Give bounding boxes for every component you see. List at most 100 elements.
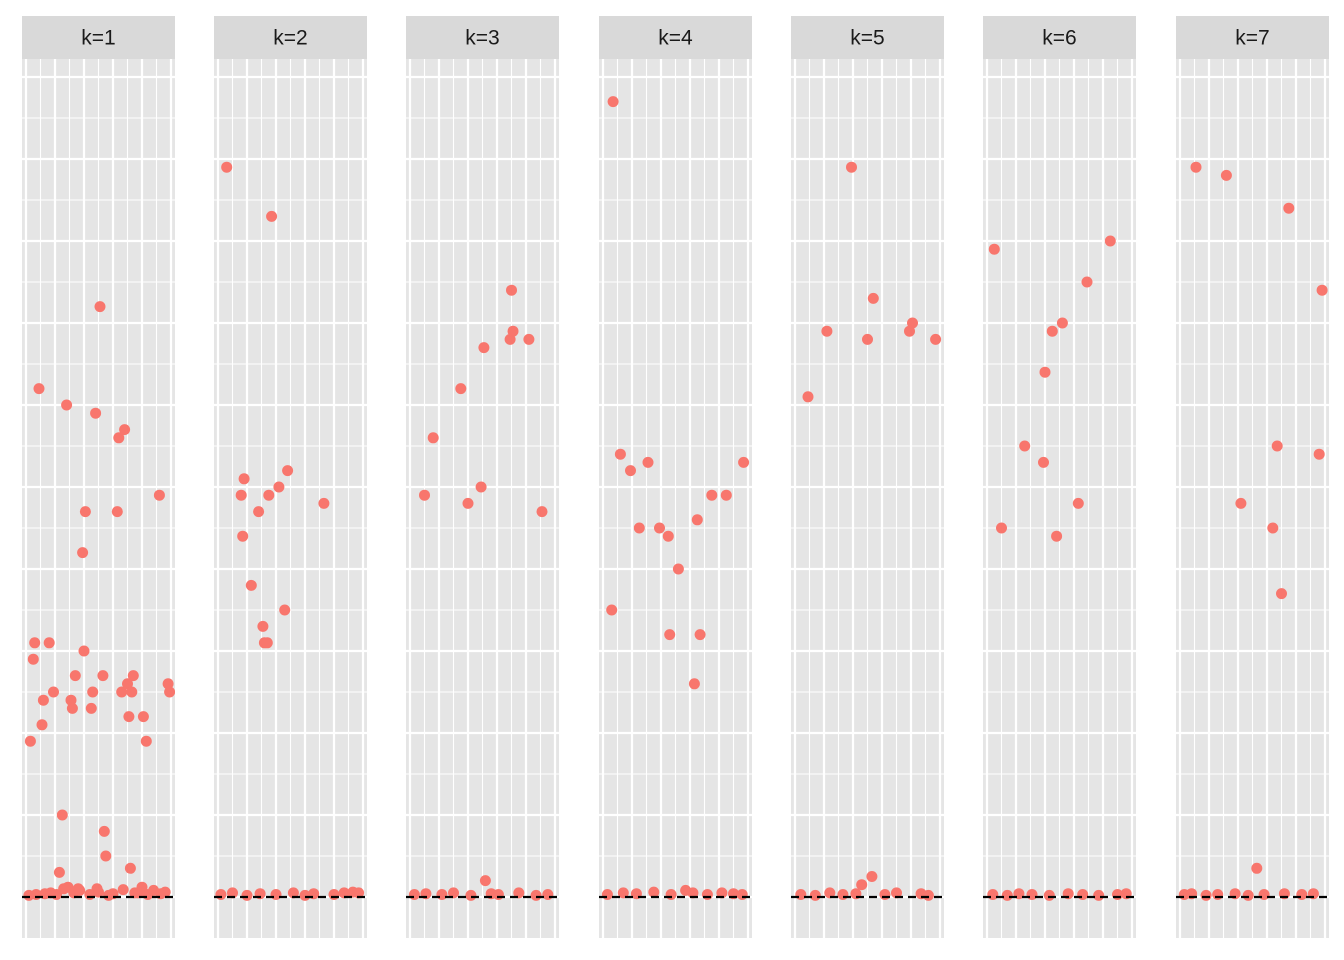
data-point	[61, 399, 73, 411]
data-point	[1276, 588, 1287, 600]
facet-strip-label: k=2	[273, 27, 307, 50]
data-point	[1283, 202, 1295, 214]
data-point	[122, 678, 133, 690]
data-point	[270, 889, 282, 900]
data-point	[98, 825, 110, 837]
data-point	[866, 871, 878, 882]
data-point	[69, 670, 81, 682]
data-point	[1001, 889, 1013, 901]
data-point	[238, 473, 250, 485]
data-point	[930, 333, 942, 345]
data-point	[245, 579, 257, 591]
data-point	[253, 506, 265, 518]
data-point	[36, 719, 48, 731]
data-point	[1046, 325, 1058, 337]
data-point	[221, 161, 233, 173]
data-point	[1313, 448, 1325, 460]
data-point	[94, 301, 106, 313]
data-point	[687, 887, 699, 899]
data-point	[891, 887, 902, 899]
data-point	[665, 889, 677, 900]
data-point	[85, 702, 97, 714]
facet-panel-4: k=4	[599, 16, 752, 938]
point-layer	[215, 161, 365, 901]
data-point	[492, 889, 504, 900]
data-point	[56, 809, 68, 821]
data-point	[1242, 889, 1254, 901]
data-point	[809, 889, 821, 901]
data-point	[672, 563, 684, 575]
data-point	[1212, 889, 1224, 900]
data-point	[287, 887, 299, 899]
data-point	[642, 456, 654, 468]
data-point	[824, 887, 836, 899]
data-point	[1072, 497, 1084, 509]
data-point	[1081, 276, 1093, 288]
data-point	[77, 547, 89, 559]
data-point	[235, 489, 247, 501]
facet-strip	[983, 16, 1136, 59]
data-point	[1251, 862, 1263, 874]
data-point	[701, 889, 713, 900]
data-point	[78, 645, 90, 657]
data-point	[328, 889, 340, 900]
point-layer	[408, 284, 554, 901]
data-point	[907, 317, 918, 329]
data-point	[79, 506, 91, 518]
data-point	[436, 889, 448, 900]
facet-strip-label: k=6	[1042, 27, 1076, 50]
data-point	[1039, 366, 1051, 378]
data-point	[1043, 889, 1055, 901]
data-point	[43, 637, 55, 649]
data-point	[164, 686, 175, 698]
data-point	[111, 506, 123, 518]
data-point	[66, 702, 78, 714]
data-point	[879, 889, 891, 900]
data-point	[29, 637, 41, 649]
data-point	[1190, 161, 1202, 173]
facet-panel-5: k=5	[791, 16, 944, 938]
data-point	[266, 210, 278, 222]
point-layer	[601, 96, 750, 900]
data-point	[738, 456, 750, 468]
data-point	[633, 522, 645, 534]
data-point	[1104, 235, 1116, 247]
data-point	[127, 670, 139, 682]
data-point	[478, 342, 490, 354]
data-point	[273, 481, 285, 493]
facet-strip-label: k=1	[81, 27, 115, 50]
data-point	[606, 604, 618, 616]
data-point	[821, 325, 833, 337]
data-point	[856, 879, 868, 891]
data-point	[795, 889, 807, 900]
data-point	[153, 489, 165, 501]
data-point	[1271, 440, 1283, 452]
data-point	[922, 889, 934, 901]
data-point	[1026, 889, 1038, 900]
data-point	[846, 161, 857, 173]
facet-strip	[406, 16, 559, 59]
data-point	[74, 884, 86, 896]
data-point	[996, 522, 1007, 534]
data-point	[662, 530, 674, 542]
data-point	[48, 686, 59, 698]
data-point	[716, 887, 728, 899]
data-point	[475, 481, 487, 493]
data-point	[1235, 497, 1247, 509]
data-point	[625, 465, 636, 477]
data-point	[87, 686, 99, 698]
data-point	[93, 886, 104, 898]
data-point	[462, 497, 474, 509]
facet-strip	[599, 16, 752, 59]
data-point	[117, 884, 129, 896]
data-point	[241, 889, 253, 901]
data-point	[116, 686, 128, 698]
facet-strip	[1176, 16, 1329, 59]
data-point	[126, 686, 138, 698]
facet-panel-1: k=1	[22, 16, 175, 938]
data-point	[318, 497, 330, 509]
data-point	[530, 889, 542, 901]
facet-strip	[214, 16, 367, 59]
data-point	[867, 292, 879, 304]
